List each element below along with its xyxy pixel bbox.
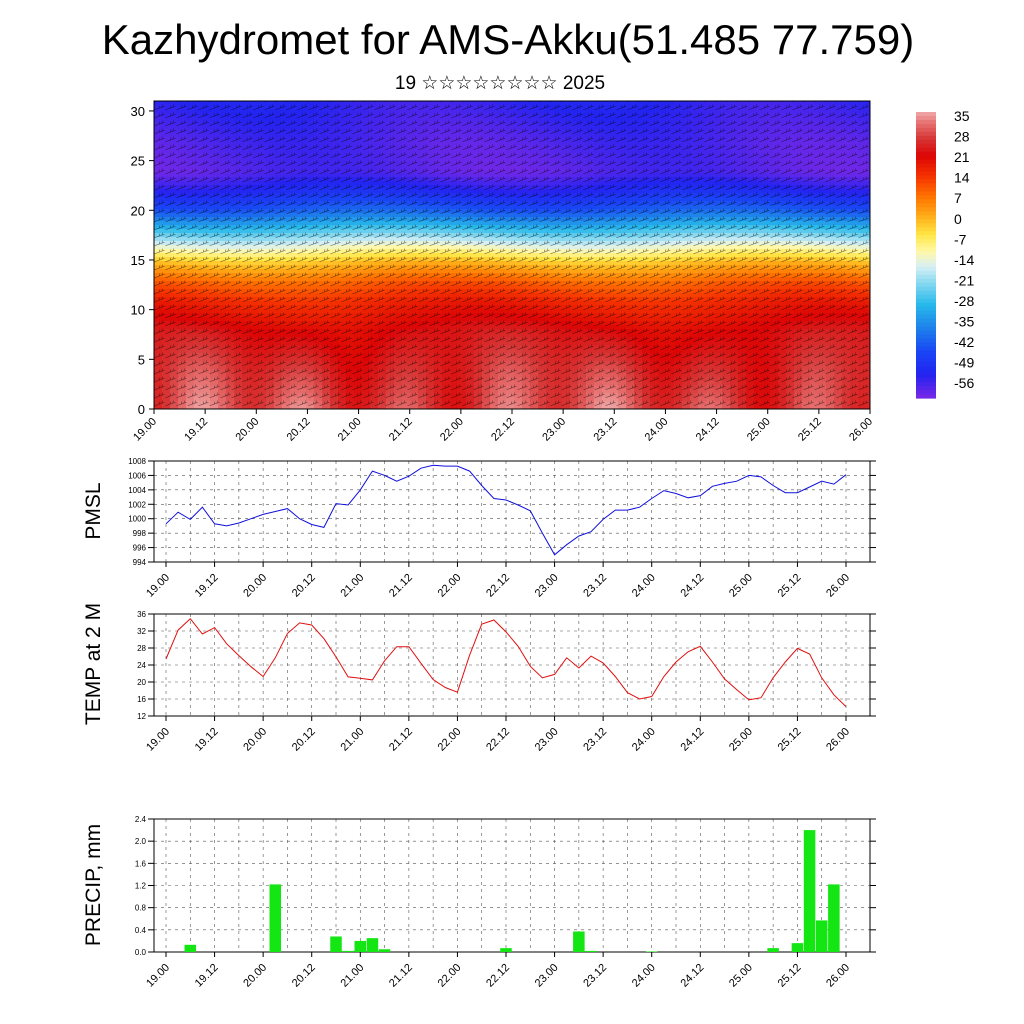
heatmap-field [154, 101, 870, 409]
page-subtitle: 19 ☆☆☆☆☆☆☆☆ 2025 [394, 73, 606, 94]
page-title: Kazhydromet for AMS-Akku(51.485 77.759) [101, 16, 915, 63]
